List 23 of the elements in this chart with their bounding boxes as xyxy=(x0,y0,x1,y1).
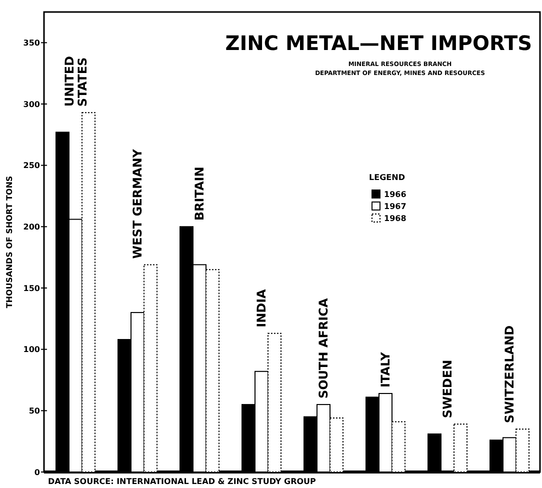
y-axis-title: THOUSANDS OF SHORT TONS xyxy=(5,176,14,308)
x-tick-label: INDIA xyxy=(254,288,269,328)
x-tick-label: SWEDEN xyxy=(440,360,455,418)
x-tick-label: WEST GERMANY xyxy=(130,148,145,259)
x-tick-label: SWITZERLAND xyxy=(502,325,517,424)
legend-label: 1966 xyxy=(384,190,407,199)
x-tick-label: UNITED STATES xyxy=(62,56,90,107)
legend-label: 1967 xyxy=(384,202,406,211)
y-tick-label: 350 xyxy=(23,38,40,48)
x-tick-label: SOUTH AFRICA xyxy=(316,298,331,399)
y-tick-label: 0 xyxy=(34,468,40,477)
source-note: DATA SOURCE: INTERNATIONAL LEAD & ZINC STUDY GROUP xyxy=(48,477,316,486)
y-tick-label: 200 xyxy=(23,222,40,232)
y-tick-label: 100 xyxy=(23,345,40,354)
x-tick-label: ITALY xyxy=(378,352,393,388)
legend-title: LEGEND xyxy=(369,173,406,182)
y-tick-label: 150 xyxy=(23,284,40,293)
text: ZINC METAL—NET IMPORTS xyxy=(225,31,532,55)
y-tick-label: 50 xyxy=(28,406,40,416)
y-tick-label: 250 xyxy=(23,161,40,170)
y-tick-label: 300 xyxy=(23,100,40,109)
x-tick-label: BRITAIN xyxy=(192,166,207,221)
legend-label: 1968 xyxy=(384,214,407,223)
